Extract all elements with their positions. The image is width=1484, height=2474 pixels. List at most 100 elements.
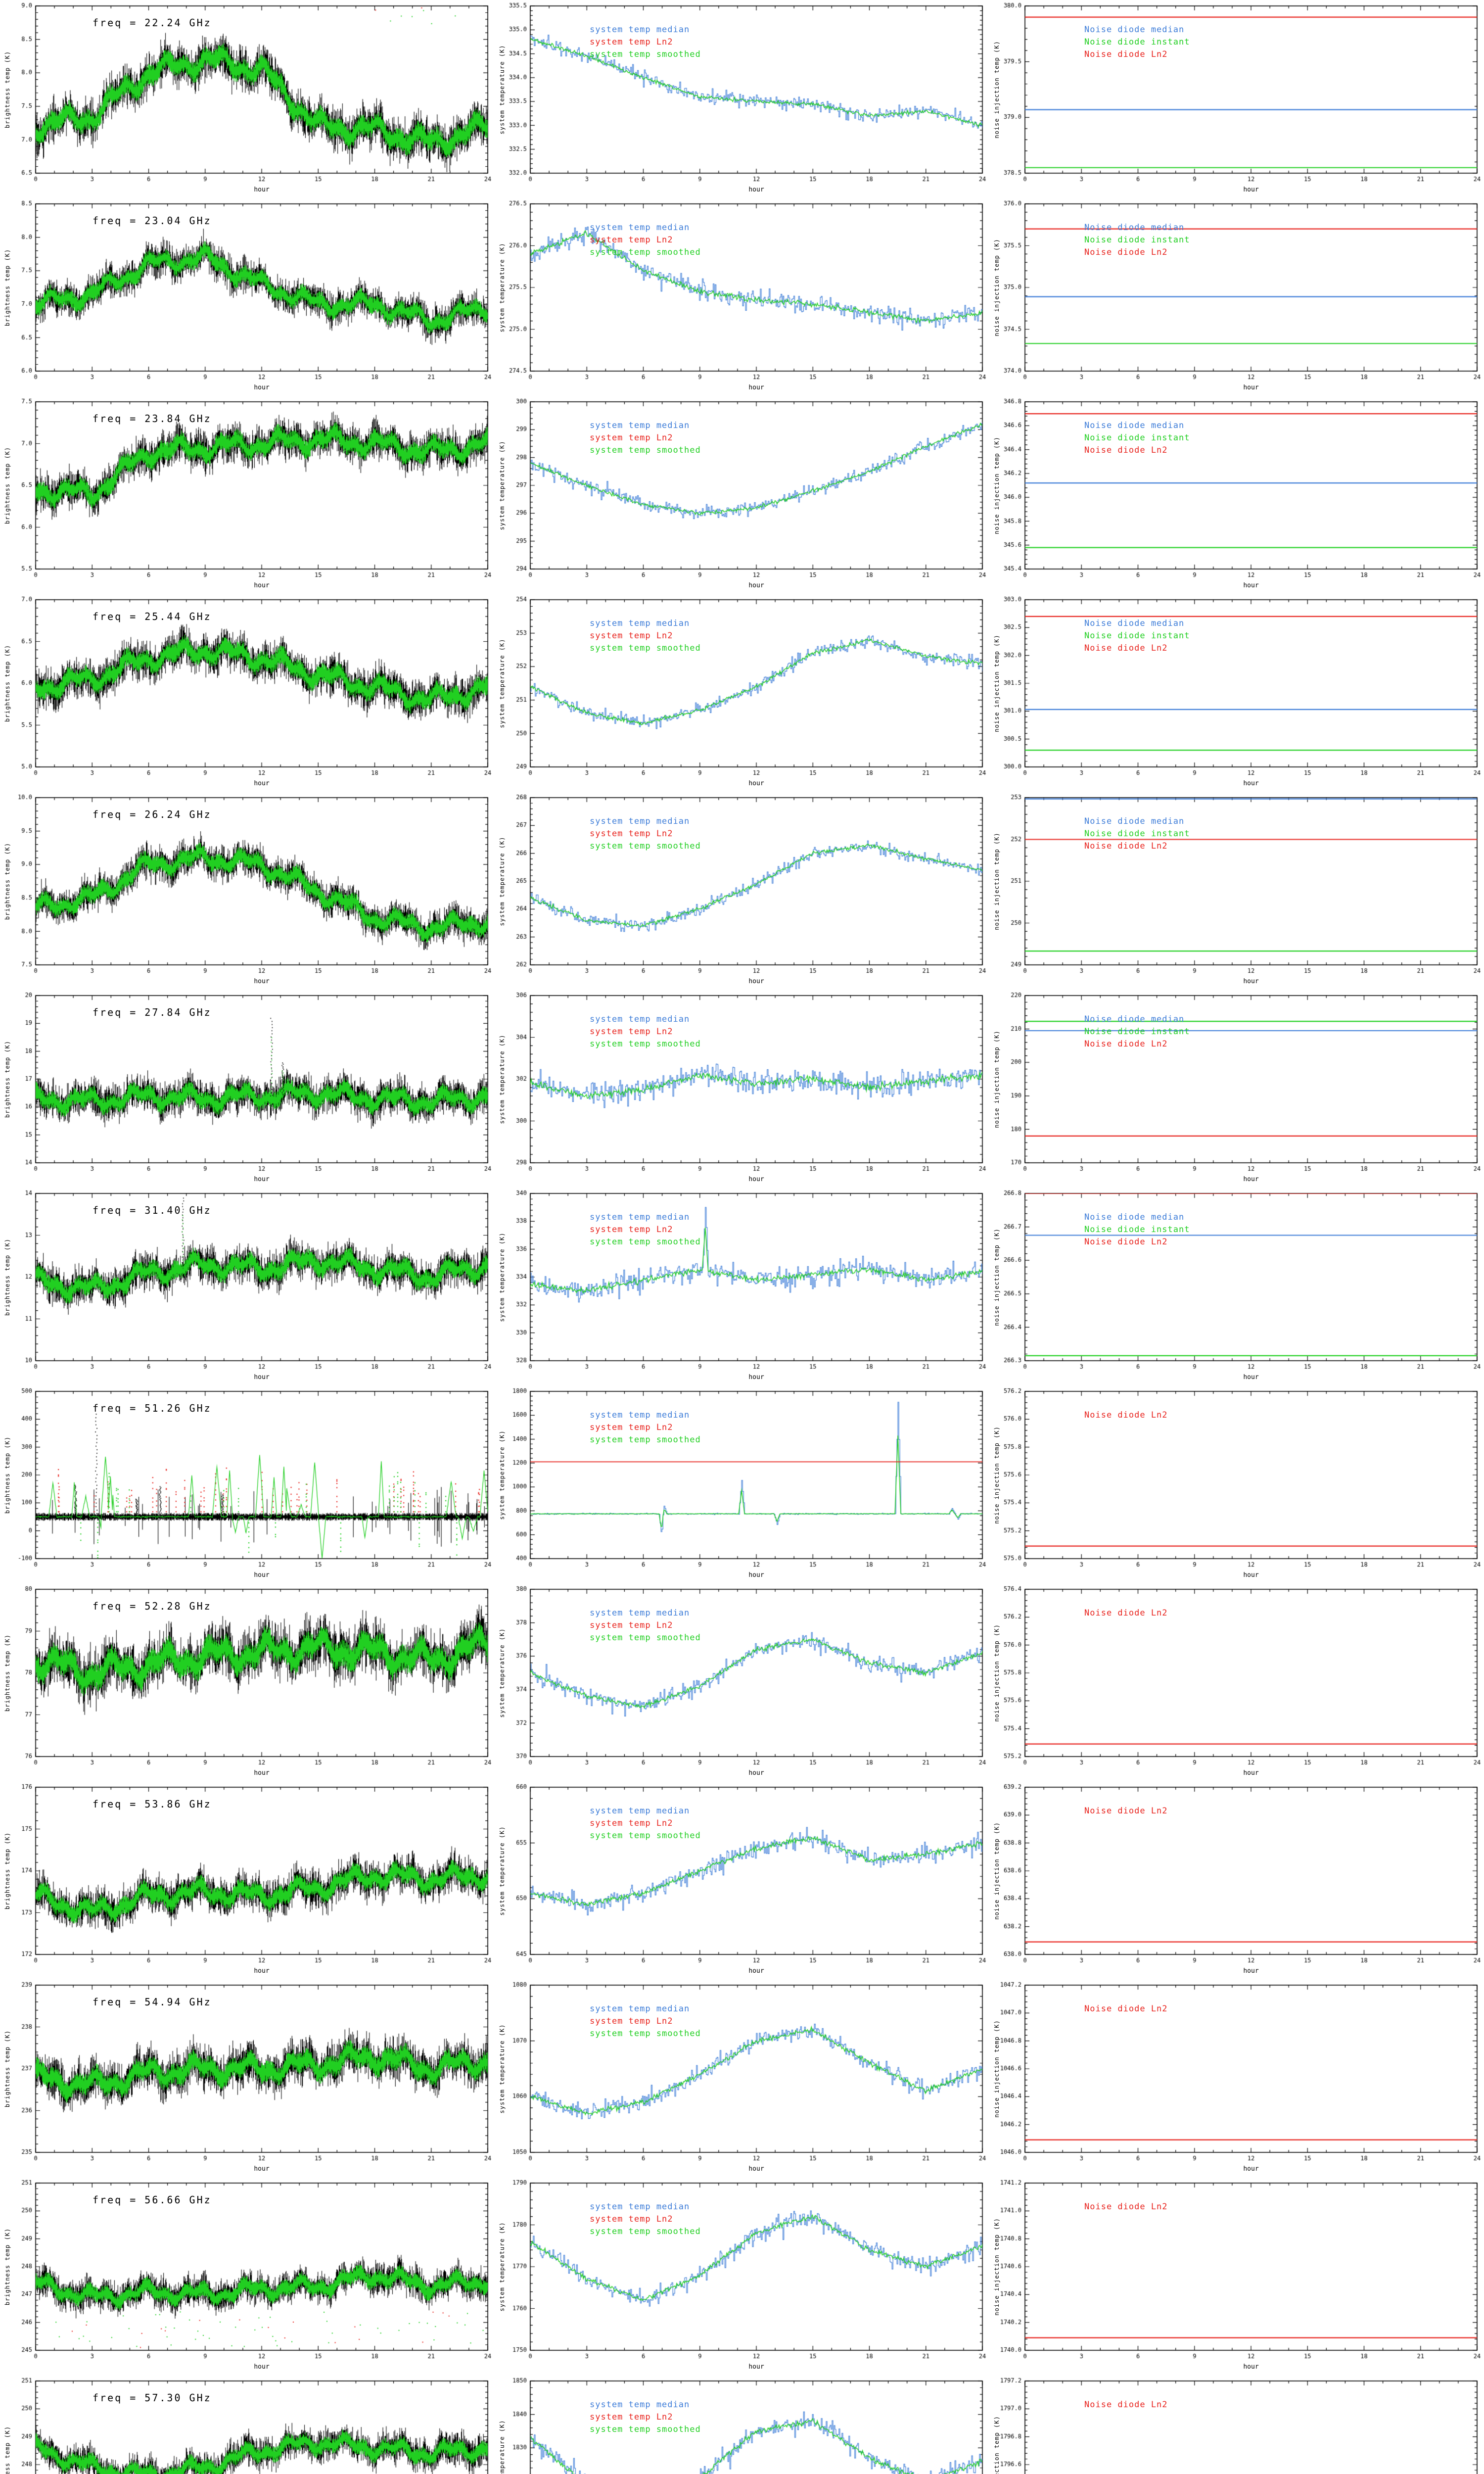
- plot-row-6-27.84ghz: brightness temp (K) hour freq = 27.84 GHz s…: [0, 990, 1484, 1188]
- legend-nd: Noise diode Ln2: [1084, 1805, 1168, 1817]
- chart-canvas-st-row-9: [495, 1583, 989, 1781]
- freq-label: freq = 27.84 GHz: [93, 1006, 212, 1018]
- legend-st: system temp median system temp Ln2 system …: [590, 420, 701, 457]
- legend-item-noise-diode-median: Noise diode median: [1084, 1212, 1185, 1222]
- chart-cell-r4-nd: noise injection temp (K) hour Noise diode …: [989, 594, 1484, 792]
- x-axis-title: hour: [254, 1571, 270, 1579]
- legend-st: system temp median system temp Ln2 system …: [590, 1805, 701, 1842]
- freq-label: freq = 31.40 GHz: [93, 1204, 212, 1216]
- chart-cell-r1-st: system temperature (K) hour system temp me…: [495, 0, 989, 198]
- chart-canvas-st-row-8: [495, 1385, 989, 1583]
- chart-canvas-st-row-2: [495, 198, 989, 396]
- x-axis-title: hour: [254, 1374, 270, 1381]
- y-axis-title-nd: noise injection temp (K): [993, 1030, 1000, 1128]
- legend-nd: Noise diode Ln2: [1084, 2003, 1168, 2015]
- legend-item-noise-diode-ln2: Noise diode Ln2: [1084, 1608, 1168, 1618]
- chart-canvas-bt-row-10: [0, 1781, 495, 1979]
- legend-item-system-temp-smoothed: system temp smoothed: [590, 445, 701, 455]
- legend-nd: Noise diode median Noise diode instant Noi…: [1084, 222, 1190, 259]
- plot-row-3-23.84ghz: brightness temp (K) hour freq = 23.84 GHz s…: [0, 396, 1484, 594]
- plot-row-1-22.24ghz: brightness temp (K) hour freq = 22.24 GHz s…: [0, 0, 1484, 198]
- x-axis-title: hour: [254, 1176, 270, 1183]
- legend-st: system temp median system temp Ln2 system …: [590, 1607, 701, 1644]
- legend-item-system-temp-ln2: system temp Ln2: [590, 235, 673, 245]
- legend-item-system-temp-median: system temp median: [590, 816, 690, 826]
- legend-item-noise-diode-ln2: Noise diode Ln2: [1084, 445, 1168, 455]
- chart-cell-r2-st: system temperature (K) hour system temp me…: [495, 198, 989, 396]
- legend-st: system temp median system temp Ln2 system …: [590, 2399, 701, 2436]
- chart-canvas-bt-row-13: [0, 2375, 495, 2474]
- y-axis-title-st: system temperature (K): [499, 440, 506, 530]
- legend-item-system-temp-smoothed: system temp smoothed: [590, 2227, 701, 2236]
- x-axis-title: hour: [1243, 1374, 1259, 1381]
- chart-canvas-bt-row-9: [0, 1583, 495, 1781]
- y-axis-title-st: system temperature (K): [499, 1628, 506, 1718]
- legend-nd: Noise diode Ln2: [1084, 2201, 1168, 2213]
- chart-cell-r8-bt: brightness temp (K) hour freq = 51.26 GHz: [0, 1385, 495, 1583]
- legend-item-system-temp-ln2: system temp Ln2: [590, 37, 673, 47]
- legend-item-noise-diode-ln2: Noise diode Ln2: [1084, 49, 1168, 59]
- x-axis-title: hour: [254, 384, 270, 391]
- chart-canvas-nd-row-12: [989, 2177, 1484, 2375]
- chart-cell-r12-nd: noise injection temp (K) hour Noise diode …: [989, 2177, 1484, 2375]
- y-axis-title-nd: noise injection temp (K): [993, 238, 1000, 336]
- legend-item-noise-diode-ln2: Noise diode Ln2: [1084, 1806, 1168, 1816]
- legend-st: system temp median system temp Ln2 system …: [590, 1013, 701, 1050]
- legend-item-system-temp-median: system temp median: [590, 1014, 690, 1024]
- legend-item-system-temp-ln2: system temp Ln2: [590, 631, 673, 641]
- x-axis-title: hour: [748, 2363, 764, 2371]
- y-axis-title-st: system temperature (K): [499, 638, 506, 728]
- x-axis-title: hour: [1243, 2363, 1259, 2371]
- chart-canvas-nd-row-9: [989, 1583, 1484, 1781]
- x-axis-title: hour: [1243, 186, 1259, 193]
- y-axis-title-nd: noise injection temp (K): [993, 1822, 1000, 1920]
- chart-canvas-bt-row-7: [0, 1188, 495, 1385]
- legend-item-system-temp-ln2: system temp Ln2: [590, 2412, 673, 2422]
- y-axis-title-st: system temperature (K): [499, 1430, 506, 1520]
- x-axis-title: hour: [1243, 384, 1259, 391]
- chart-cell-r2-nd: noise injection temp (K) hour Noise diode …: [989, 198, 1484, 396]
- legend-item-noise-diode-median: Noise diode median: [1084, 421, 1185, 430]
- chart-cell-r9-bt: brightness temp (K) hour freq = 52.28 GHz: [0, 1583, 495, 1781]
- chart-canvas-bt-row-1: [0, 0, 495, 198]
- legend-item-noise-diode-instant: Noise diode instant: [1084, 829, 1190, 839]
- x-axis-title: hour: [254, 780, 270, 787]
- y-axis-title-bt: brightness temp (K): [4, 446, 11, 524]
- plot-row-4-25.44ghz: brightness temp (K) hour freq = 25.44 GHz s…: [0, 594, 1484, 792]
- x-axis-title: hour: [748, 978, 764, 985]
- y-axis-title-st: system temperature (K): [499, 2222, 506, 2312]
- chart-canvas-nd-row-2: [989, 198, 1484, 396]
- legend-st: system temp median system temp Ln2 system …: [590, 1409, 701, 1446]
- legend-item-system-temp-ln2: system temp Ln2: [590, 433, 673, 443]
- chart-canvas-bt-row-12: [0, 2177, 495, 2375]
- chart-cell-r9-nd: noise injection temp (K) hour Noise diode …: [989, 1583, 1484, 1781]
- y-axis-title-nd: noise injection temp (K): [993, 1624, 1000, 1722]
- legend-item-system-temp-median: system temp median: [590, 223, 690, 233]
- chart-canvas-bt-row-2: [0, 198, 495, 396]
- legend-item-noise-diode-instant: Noise diode instant: [1084, 433, 1190, 443]
- legend-nd: Noise diode Ln2: [1084, 1409, 1168, 1422]
- legend-nd: Noise diode median Noise diode instant Noi…: [1084, 24, 1190, 61]
- chart-canvas-nd-row-3: [989, 396, 1484, 594]
- chart-cell-r1-bt: brightness temp (K) hour freq = 22.24 GHz: [0, 0, 495, 198]
- x-axis-title: hour: [748, 780, 764, 787]
- legend-nd: Noise diode median Noise diode instant Noi…: [1084, 815, 1190, 853]
- legend-nd: Noise diode Ln2: [1084, 1607, 1168, 1619]
- chart-canvas-bt-row-8: [0, 1385, 495, 1583]
- chart-canvas-nd-row-8: [989, 1385, 1484, 1583]
- y-axis-title-bt: brightness temp (K): [4, 248, 11, 327]
- x-axis-title: hour: [748, 186, 764, 193]
- y-axis-title-bt: brightness temp (K): [4, 2030, 11, 2108]
- x-axis-title: hour: [748, 1374, 764, 1381]
- y-axis-title-st: system temperature (K): [499, 45, 506, 135]
- chart-canvas-bt-row-4: [0, 594, 495, 792]
- y-axis-title-nd: noise injection temp (K): [993, 1228, 1000, 1326]
- legend-item-system-temp-smoothed: system temp smoothed: [590, 49, 701, 59]
- legend-item-noise-diode-ln2: Noise diode Ln2: [1084, 2202, 1168, 2212]
- chart-canvas-st-row-3: [495, 396, 989, 594]
- chart-cell-r7-nd: noise injection temp (K) hour Noise diode …: [989, 1188, 1484, 1385]
- legend-st: system temp median system temp Ln2 system …: [590, 815, 701, 853]
